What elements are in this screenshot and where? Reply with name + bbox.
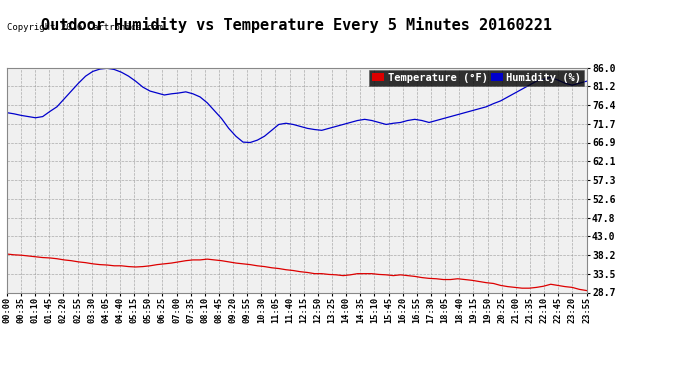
Text: Copyright 2016 Cartronics.com: Copyright 2016 Cartronics.com <box>7 22 163 32</box>
Legend: Temperature (°F), Humidity (%): Temperature (°F), Humidity (%) <box>368 70 584 86</box>
Text: Outdoor Humidity vs Temperature Every 5 Minutes 20160221: Outdoor Humidity vs Temperature Every 5 … <box>41 17 552 33</box>
